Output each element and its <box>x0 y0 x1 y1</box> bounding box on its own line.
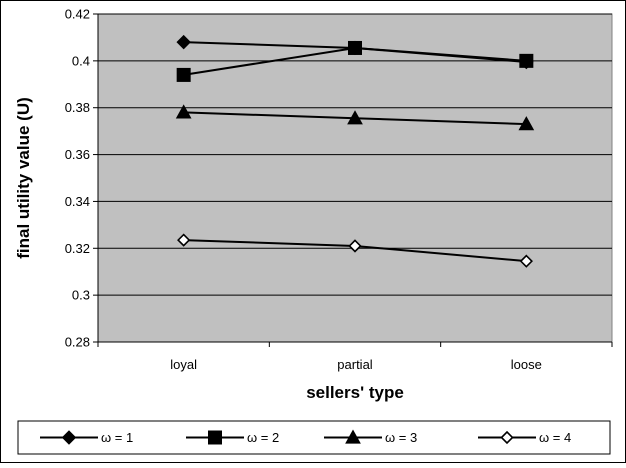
data-point-omega-2 <box>176 67 191 82</box>
x-tick-label: partial <box>337 357 373 372</box>
data-point-omega-1 <box>176 34 191 50</box>
axes: 0.28 0.3 0.32 0.34 0.36 0.38 0.4 0.42 loyal parti… <box>65 7 613 372</box>
legend-label-omega-4: ω = 4 <box>539 430 571 445</box>
legend-marker-omega-2 <box>208 430 222 445</box>
data-point-omega-2 <box>519 53 534 68</box>
y-tick-label: 0.3 <box>72 288 90 303</box>
legend: ω = 1 ω = 2 ω = 3 ω = 4 <box>40 429 571 445</box>
series-group <box>175 34 535 268</box>
y-axis-title: final utility value (U) <box>14 97 33 259</box>
y-tick-label: 0.32 <box>65 241 90 256</box>
y-tick-label: 0.36 <box>65 147 90 162</box>
legend-marker-omega-1 <box>61 430 77 445</box>
x-axis-title: sellers' type <box>306 383 404 402</box>
y-tick-label: 0.42 <box>65 7 90 22</box>
data-point-omega-4 <box>348 239 362 253</box>
data-point-omega-3 <box>347 110 363 125</box>
legend-label-omega-3: ω = 3 <box>385 430 417 445</box>
data-point-omega-2 <box>348 40 362 55</box>
y-tick-label: 0.28 <box>65 335 90 350</box>
x-tick-label: loyal <box>170 357 197 372</box>
plot-area <box>97 13 613 343</box>
data-point-omega-3 <box>175 104 192 119</box>
y-tick-label: 0.4 <box>72 53 90 68</box>
x-tick-label: loose <box>511 357 542 372</box>
legend-marker-omega-3 <box>345 429 361 444</box>
legend-marker-omega-4 <box>500 430 514 445</box>
data-point-omega-3 <box>518 116 535 131</box>
y-tick-label: 0.38 <box>65 100 90 115</box>
data-point-omega-4 <box>519 254 533 268</box>
y-tick-label: 0.34 <box>65 194 90 209</box>
legend-label-omega-2: ω = 2 <box>247 430 279 445</box>
data-point-omega-4 <box>177 233 191 247</box>
legend-label-omega-1: ω = 1 <box>101 430 133 445</box>
